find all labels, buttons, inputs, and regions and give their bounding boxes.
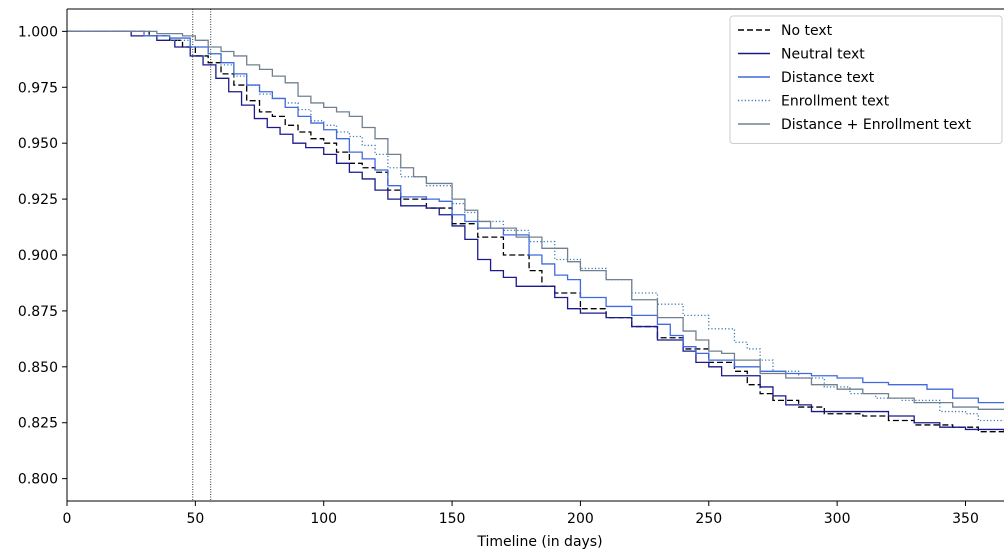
tick-marks: 0 50 100 150 200 250 300 350 0.800 0.825 0.850 0.87… xyxy=(18,24,979,527)
y-tick-label: 0.975 xyxy=(18,80,58,96)
legend-label-2: Distance text xyxy=(781,70,875,86)
series-line-0 xyxy=(67,30,1004,434)
x-tick-label: 100 xyxy=(310,511,337,527)
y-tick-label: 0.875 xyxy=(18,304,58,320)
x-axis-title: Timeline (in days) xyxy=(476,534,602,550)
legend-label-3: Enrollment text xyxy=(781,94,890,110)
x-tick-label: 0 xyxy=(63,511,72,527)
x-tick-label: 300 xyxy=(824,511,851,527)
y-tick-label: 0.950 xyxy=(18,136,58,152)
x-tick-label: 350 xyxy=(952,511,979,527)
y-tick-label: 0.800 xyxy=(18,472,58,488)
series-line-1 xyxy=(67,30,1004,432)
y-tick-label: 0.900 xyxy=(18,248,58,264)
legend-box xyxy=(729,15,1003,144)
y-tick-label: 0.825 xyxy=(18,416,58,432)
legend-label-0: No text xyxy=(781,23,833,39)
y-tick-label: 1.000 xyxy=(18,24,58,40)
legend-label-4: Distance + Enrollment text xyxy=(781,117,972,133)
x-tick-label: 200 xyxy=(567,511,594,527)
x-tick-label: 50 xyxy=(186,511,204,527)
x-tick-label: 150 xyxy=(439,511,466,527)
series-line-4 xyxy=(67,30,1004,410)
legend: No text Neutral text Distance text Enrollme… xyxy=(729,15,1003,144)
y-tick-label: 0.850 xyxy=(18,360,58,376)
series-lines xyxy=(67,30,1004,434)
legend-label-1: Neutral text xyxy=(781,47,865,63)
x-tick-label: 250 xyxy=(695,511,722,527)
reference-lines xyxy=(192,9,212,501)
y-tick-label: 0.925 xyxy=(18,192,58,208)
